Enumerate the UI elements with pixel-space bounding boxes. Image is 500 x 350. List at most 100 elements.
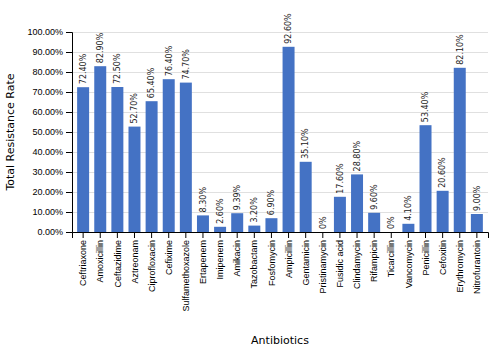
tick-mark [288,232,289,238]
tick-label: Clindamycin [352,240,362,289]
tick-mark [66,132,72,133]
x-tick: Ceftazidime [113,232,123,288]
tick-mark [66,172,72,173]
tick-mark [83,232,84,238]
bar [317,232,329,233]
x-tick: Cefixime [164,232,174,275]
x-tick: Gentamicin [301,232,311,286]
bar [300,162,312,232]
y-tick: 50.00% [32,127,72,137]
y-tick: 90.00% [32,47,72,57]
axis-line [73,233,489,239]
tick-mark [476,232,477,238]
bar [454,68,466,232]
data-label: 82.10% [456,34,465,65]
tick-label: Ceftazidime [113,240,123,288]
data-label: 0% [319,216,328,229]
tick-label: Cefixime [164,240,174,275]
tick-label: 90.00% [32,47,63,57]
x-axis-title: Antibiotics [251,334,309,347]
tick-mark [322,232,323,238]
tick-label: 50.00% [32,127,63,137]
x-tick: Clindamycin [352,232,362,289]
tick-mark [66,232,72,233]
x-tick: Fusidic acid [335,232,345,288]
x-axis: CeftriaxoneAmoxicillinCeftazidimeAztreon… [73,232,489,312]
tick-mark [185,232,186,238]
tick-mark [66,112,72,113]
data-label: 92.60% [284,13,293,44]
tick-mark [357,232,358,238]
data-label: 76.40% [165,45,174,76]
bar [385,232,397,233]
tick-mark [374,232,375,238]
x-tick: Ertapenem [198,232,208,284]
tick-mark [168,232,169,238]
grid-tick [72,32,488,33]
y-tick: 10.00% [32,207,72,217]
data-label: 82.90% [96,32,105,63]
tick-mark [66,72,72,73]
tick-label: Amoxicillin [95,240,105,283]
data-labels: 72.40%82.90%72.50%52.70%65.40%76.40%74.7… [79,13,482,229]
y-axis: 0.00% 10.00% 20.00% 30.00% 40.00% 50.00% 60.00… [27,27,72,237]
y-tick: 20.00% [32,187,72,197]
bar [163,79,175,232]
axis-line [66,33,73,233]
data-label: 2.60% [216,198,225,224]
tick-label: Ciprofloxacin [147,240,157,292]
data-label: 9.00% [473,185,482,211]
tick-label: Imipenem [215,240,225,280]
tick-mark [66,52,72,53]
tick-mark [442,232,443,238]
bar [351,174,363,232]
tick-label: Tazobactam [249,240,259,289]
x-tick: Ampicillin [284,232,294,278]
y-axis-title: Total Resistance Rate [4,73,17,191]
tick-mark [408,232,409,238]
bar [180,83,192,232]
data-label: 9.60% [370,184,379,210]
bar [334,197,346,232]
tick-label: Amikacin [232,240,242,277]
y-tick: 60.00% [32,107,72,117]
bar [231,213,243,232]
data-label: 17.60% [336,163,345,194]
y-tick: 0.00% [37,227,72,237]
y-tick: 30.00% [32,167,72,177]
tick-label: Penicillin [421,240,431,276]
tick-mark [305,232,306,238]
tick-label: Erythromycin [455,240,465,293]
data-label: 52.70% [130,93,139,124]
tick-label: 40.00% [32,147,63,157]
data-label: 4.10% [404,195,413,221]
tick-label: Rifampicin [369,240,379,282]
x-tick: Rifampicin [369,232,379,282]
x-tick: Nitrofurantoin [472,232,482,294]
y-tick: 80.00% [32,67,72,77]
tick-label: Fosfomycin [267,240,277,286]
tick-label: Gentamicin [301,240,311,286]
x-tick: Cefoxitin [438,232,448,275]
tick-mark [339,232,340,238]
bar [111,87,123,232]
tick-mark [151,232,152,238]
data-label: 74.70% [182,49,191,80]
tick-label: 0.00% [37,227,63,237]
y-tick: 40.00% [32,147,72,157]
x-tick: Amoxicillin [95,232,105,283]
tick-label: 100.00% [27,27,63,37]
bar [146,101,158,232]
bar [248,226,260,232]
data-label: 0% [387,216,396,229]
tick-label: Vancomycin [404,240,414,288]
plot: 0.00% 10.00% 20.00% 30.00% 40.00% 50.00% 60.00… [27,13,488,312]
bar [368,213,380,232]
grid-line [72,52,488,53]
tick-label: Nitrofurantoin [472,240,482,294]
data-label: 3.20% [250,197,259,223]
tick-label: Cefoxitin [438,240,448,275]
tick-mark [459,232,460,238]
bar [283,47,295,232]
x-tick: Ciprofloxacin [147,232,157,292]
